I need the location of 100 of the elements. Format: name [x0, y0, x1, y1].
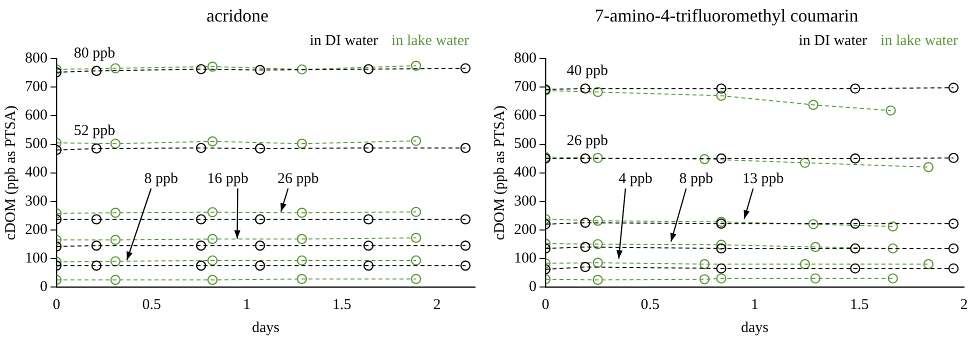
point	[460, 63, 471, 74]
point	[363, 214, 374, 224]
chart-title: acridone	[206, 6, 268, 26]
point	[716, 83, 726, 94]
x-axis-title: days	[252, 320, 280, 336]
text: in lake water	[880, 33, 958, 50]
series-label: in lake water	[392, 33, 470, 50]
point	[196, 214, 206, 224]
point	[460, 260, 471, 271]
y-tick-label: 500	[514, 136, 536, 152]
point	[923, 259, 934, 270]
point	[410, 255, 422, 266]
y-tick-label: 300	[514, 193, 536, 210]
x-tick-label: 0.5	[142, 296, 161, 313]
point	[850, 218, 860, 229]
point	[716, 263, 726, 274]
point	[296, 274, 307, 284]
point	[592, 274, 603, 285]
point	[110, 63, 121, 74]
x-tick-label: 2	[433, 296, 441, 313]
y-tick-label: 400	[514, 164, 536, 181]
point	[810, 273, 821, 284]
point	[110, 138, 121, 149]
y-tick-label: 800	[514, 50, 536, 67]
chart-title: 7-amino-4-trifluoromethyl coumarin	[594, 6, 858, 26]
y-tick-label: 300	[25, 193, 48, 210]
point	[196, 260, 206, 271]
series-label: in DI water	[310, 33, 378, 50]
point	[716, 90, 726, 101]
point	[948, 152, 959, 164]
point	[888, 243, 898, 254]
point	[923, 162, 934, 172]
point	[363, 64, 374, 74]
y-tick-label: 500	[25, 136, 48, 152]
text: in DI water	[798, 33, 868, 50]
point	[808, 219, 818, 230]
point	[254, 143, 266, 154]
point	[716, 273, 726, 284]
y-tick-label: 0	[529, 278, 536, 295]
x-tick-label: 2	[960, 296, 968, 313]
y-tick-label: 100	[25, 250, 48, 266]
annotation: 26 ppb	[277, 170, 319, 187]
point	[850, 83, 860, 94]
annotation: 8 ppb	[144, 170, 178, 187]
point	[699, 154, 710, 164]
point	[410, 274, 422, 284]
point	[886, 105, 896, 116]
point	[91, 214, 102, 224]
point	[207, 255, 218, 266]
point	[460, 214, 471, 224]
y-tick-label: 400	[25, 164, 48, 181]
point	[592, 258, 603, 268]
annotation: 4 ppb	[618, 170, 652, 187]
y-tick-label: 0	[40, 278, 48, 295]
point	[410, 232, 422, 243]
point	[716, 240, 726, 250]
x-tick-label: 0	[542, 296, 550, 313]
point	[580, 153, 590, 164]
y-tick-label: 200	[514, 222, 536, 238]
point	[800, 158, 810, 168]
y-tick-label: 600	[25, 108, 48, 124]
x-tick-label: 1	[751, 296, 758, 313]
point	[91, 66, 102, 76]
point	[196, 142, 206, 154]
point	[207, 274, 218, 285]
point	[254, 240, 266, 251]
annotation: 26 ppb	[566, 132, 608, 149]
x-tick-label: 1.5	[850, 296, 869, 313]
point	[810, 242, 821, 252]
point	[580, 262, 590, 272]
point	[91, 143, 102, 154]
point	[716, 153, 726, 164]
point	[363, 260, 374, 271]
point	[207, 136, 218, 146]
point	[207, 207, 218, 218]
point	[592, 152, 603, 164]
point	[207, 61, 218, 72]
y-axis-title: cDOM (ppb as PTSA)	[2, 106, 19, 240]
annotation: 40 ppb	[566, 63, 608, 80]
x-tick-label: 1.5	[332, 296, 352, 313]
point	[716, 243, 726, 254]
point	[196, 240, 206, 251]
annotation: 13 ppb	[742, 170, 784, 187]
point	[699, 274, 710, 284]
point	[296, 234, 307, 244]
point	[91, 260, 102, 271]
point	[110, 274, 121, 285]
point	[296, 138, 307, 149]
x-tick-label: 0	[52, 296, 60, 313]
point	[850, 243, 860, 254]
y-tick-label: 200	[25, 222, 48, 238]
x-tick-label: 0.5	[640, 296, 660, 313]
point	[460, 240, 471, 251]
point	[699, 259, 710, 270]
point	[580, 242, 590, 252]
y-tick-label: 700	[25, 79, 48, 96]
point	[948, 263, 959, 274]
annotation: 80 ppb	[74, 45, 116, 62]
point	[296, 64, 307, 75]
y-tick-label: 800	[25, 50, 48, 67]
